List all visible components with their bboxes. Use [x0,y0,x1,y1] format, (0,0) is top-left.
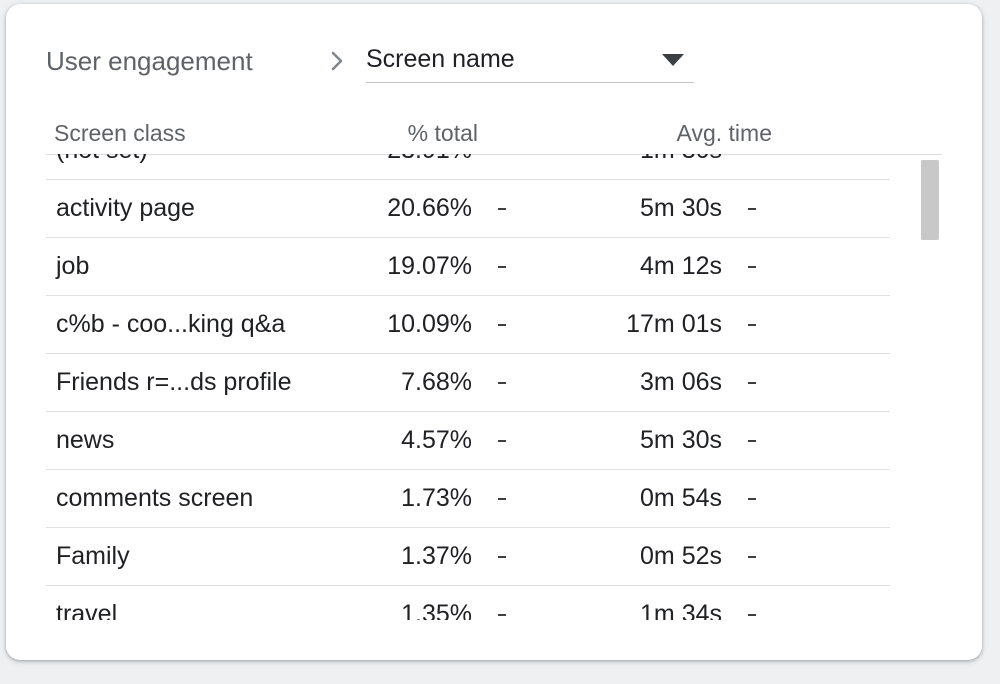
table-row[interactable]: activity page 20.66% 5m 30s [46,180,890,238]
dash-marker [498,614,506,616]
column-header-screen-class[interactable]: Screen class [54,120,186,146]
dash-marker [748,498,756,500]
cell-screen-class: c%b - coo...king q&a [56,310,286,338]
dash-marker [498,556,506,558]
cell-percent-total: 20.66% [387,194,472,222]
table-row[interactable]: Family 1.37% 0m 52s [46,528,890,586]
breadcrumb-user-engagement[interactable]: User engagement [46,46,253,76]
cell-screen-class: news [56,426,115,454]
dash-marker [748,556,756,558]
column-header-avg-time[interactable]: Avg. time [676,120,772,146]
table-row[interactable]: travel 1.35% 1m 34s [46,586,890,620]
scrollbar-track[interactable] [921,158,941,618]
dash-marker [748,266,756,268]
table-header: Screen class % total Avg. time [46,112,942,155]
cell-percent-total: 1.35% [401,600,472,620]
table-row[interactable]: (not set) 23.91% 1m 30s [46,154,890,180]
table-rows: (not set) 23.91% 1m 30s activity page 20.66%… [46,154,890,620]
cell-screen-class: Family [56,542,130,570]
cell-screen-class: activity page [56,194,195,222]
cell-avg-time: 0m 52s [640,542,722,570]
cell-percent-total: 4.57% [401,426,472,454]
dash-marker [498,382,506,384]
cell-avg-time: 4m 12s [640,252,722,280]
table-row[interactable]: comments screen 1.73% 0m 54s [46,470,890,528]
chevron-right-icon [326,50,348,72]
dash-marker [748,382,756,384]
cell-percent-total: 7.68% [401,368,472,396]
dash-marker [748,614,756,616]
cell-screen-class: job [56,252,90,280]
screen-name-dropdown[interactable]: Screen name [366,40,694,83]
table-row[interactable]: Friends r=...ds profile 7.68% 3m 06s [46,354,890,412]
cell-screen-class: Friends r=...ds profile [56,368,292,396]
engagement-card: User engagement Screen name Screen class… [6,4,982,660]
dash-marker [748,324,756,326]
cell-screen-class: comments screen [56,484,254,512]
cell-screen-class: (not set) [56,154,148,165]
cell-avg-time: 17m 01s [626,310,722,338]
dash-marker [498,498,506,500]
scrollbar-thumb[interactable] [921,160,939,240]
dash-marker [498,266,506,268]
breadcrumb: User engagement Screen name [46,44,694,84]
table-body[interactable]: (not set) 23.91% 1m 30s activity page 20.66%… [46,154,942,620]
cell-percent-total: 10.09% [387,310,472,338]
cell-avg-time: 3m 06s [640,368,722,396]
dash-marker [498,440,506,442]
cell-avg-time: 0m 54s [640,484,722,512]
cell-avg-time: 1m 34s [640,600,722,620]
table-row[interactable]: job 19.07% 4m 12s [46,238,890,296]
dash-marker [498,208,506,210]
cell-screen-class: travel [56,600,118,620]
table-row[interactable]: c%b - coo...king q&a 10.09% 17m 01s [46,296,890,354]
cell-percent-total: 1.37% [401,542,472,570]
dash-marker [748,208,756,210]
cell-percent-total: 23.91% [346,154,472,165]
cell-avg-time: 5m 30s [640,426,722,454]
cell-avg-time: 5m 30s [640,194,722,222]
cell-percent-total: 19.07% [387,252,472,280]
caret-down-icon [662,54,684,66]
dropdown-selected-value: Screen name [366,45,515,73]
dash-marker [748,440,756,442]
dash-marker [498,324,506,326]
table-row[interactable]: news 4.57% 5m 30s [46,412,890,470]
column-header-percent-total[interactable]: % total [407,120,478,146]
cell-avg-time: 1m 30s [576,154,722,165]
cell-percent-total: 1.73% [401,484,472,512]
